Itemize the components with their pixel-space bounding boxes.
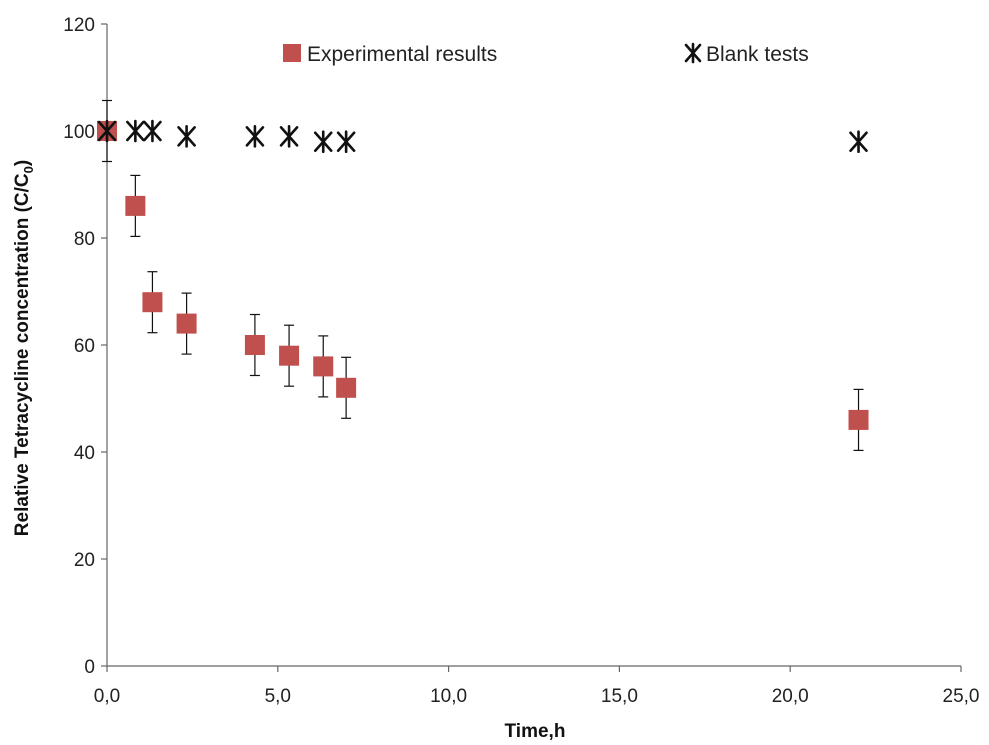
y-tick-label: 20 [74,550,95,571]
data-point-experimental [279,345,300,366]
x-tick-label: 20,0 [772,686,809,707]
axes [101,23,962,672]
x-tick-label: 0,0 [94,686,120,707]
data-point-blank [143,119,162,143]
y-axis-title-close: ) [12,160,33,166]
data-point-blank [849,130,868,153]
data-point-blank [126,119,145,143]
data-point-experimental [848,409,869,430]
legend-marker-experimental [283,44,301,62]
y-axis-title-subscript: 0 [21,166,36,173]
data-point-experimental [176,313,197,334]
x-tick-labels: 0,0 5,0 10,0 15,0 20,0 25,0 [94,686,980,707]
x-tick-label: 5,0 [265,686,291,707]
y-tick-label: 60 [74,336,95,357]
y-tick-label: 80 [74,229,95,250]
data-point-blank [245,125,265,148]
data-point-experimental [313,356,334,377]
legend-label-experimental: Experimental results [307,43,497,66]
x-axis-title: Time,h [505,721,566,742]
x-tick-label: 15,0 [601,686,638,707]
data-point-blank [177,125,196,148]
x-tick-label: 25,0 [943,686,980,707]
error-bars [102,99,864,451]
y-tick-label: 120 [63,15,95,36]
y-tick-labels: 0 20 40 60 80 100 120 [63,15,95,678]
data-point-experimental [142,292,163,313]
legend: Experimental results Blank tests [283,42,809,66]
x-tick-label: 10,0 [430,686,467,707]
series-experimental-results [97,121,869,430]
data-point-experimental [244,335,265,355]
legend-label-blank: Blank tests [706,43,809,66]
y-axis-title-main: Relative Tetracycline concentration (C/C [12,173,33,536]
data-point-experimental [336,377,357,398]
data-point-blank [336,130,356,153]
data-point-experimental [125,195,146,216]
data-point-blank [313,130,333,153]
legend-marker-blank [684,42,702,64]
y-tick-label: 40 [74,443,95,464]
y-axis-title: Relative Tetracycline concentration (C/C… [12,160,36,536]
y-tick-label: 100 [63,122,95,143]
y-tick-label: 0 [84,657,95,678]
data-point-blank [279,125,299,148]
data-point-blank [97,119,117,143]
series-blank-tests [97,119,868,153]
